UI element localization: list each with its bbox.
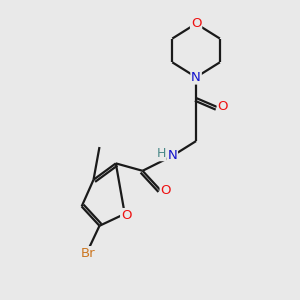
Text: N: N bbox=[191, 71, 201, 84]
Text: O: O bbox=[191, 17, 201, 30]
Text: H: H bbox=[156, 147, 166, 161]
Text: O: O bbox=[121, 209, 131, 222]
Text: Br: Br bbox=[80, 247, 95, 260]
Text: N: N bbox=[167, 149, 177, 162]
Text: O: O bbox=[160, 184, 171, 196]
Text: O: O bbox=[218, 100, 228, 113]
